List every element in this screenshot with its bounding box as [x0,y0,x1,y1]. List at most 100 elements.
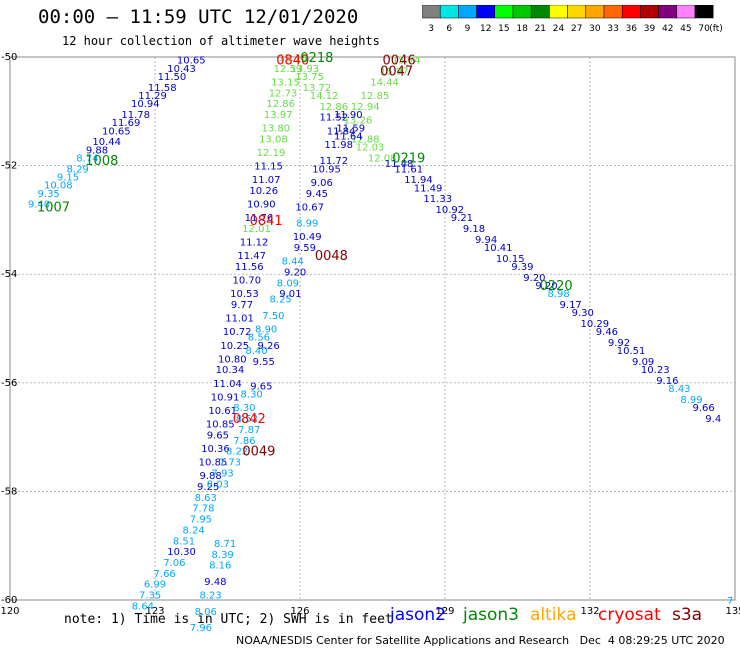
wave-height-value: 14.44 [370,77,399,88]
scale-label: 30 [589,24,601,34]
wave-height-value: 13.80 [262,124,291,135]
wave-height-value: 9.25 [197,482,219,493]
wave-height-value: 12.88 [351,134,380,145]
wave-height-value: 10.65 [102,126,131,137]
wave-height-value: 9.88 [199,471,221,482]
y-tick-label: -54 [1,269,17,280]
x-tick-label: 126 [290,606,309,617]
wave-height-value: 8.63 [195,493,217,504]
wave-height-value: 9.06 [311,178,333,189]
wave-height-value: 10.15 [496,254,525,265]
wave-height-value: 9.46 [596,327,618,338]
wave-height-value: 8.30 [233,403,255,414]
pass-time-label: 0049 [242,445,275,460]
wave-height-value: 12.59 [274,64,303,75]
wave-height-value: 12.94 [351,102,380,113]
wave-height-value: 11.69 [112,118,141,129]
wave-height-value: 9.01 [279,289,301,300]
scale-label: 12 [480,24,491,34]
wave-height-value: 11.98 [324,140,353,151]
legend-s3a: s3a [672,605,703,625]
wave-height-value: 12.73 [269,88,298,99]
pass-time-label: 0220 [540,279,573,294]
wave-height-value: 8.51 [173,536,195,547]
wave-height-value: 9.65 [250,382,272,393]
wave-height-value: 10.25 [220,341,249,352]
plot-border [9,56,736,601]
wave-height-value: 10.90 [247,200,276,211]
wave-height-value: 9.4 [705,414,721,425]
wave-height-color-scale: 3 6 9 12 15 18 21 24 27 30 33 36 39 42 45 70 (ft) [422,5,723,34]
wave-height-value: 11.78 [121,110,150,121]
wave-height-value: 12.01 [242,224,271,235]
wave-height-value: 8.56 [248,333,270,344]
wave-height-value: 9.30 [572,308,594,319]
wave-height-value: 10.36 [201,444,230,455]
footnote: note: 1) Time is in UTC; 2) SWH is in fe… [64,612,393,627]
wave-height-value: 11.59 [336,124,365,135]
wave-height-value: 9.21 [451,213,473,224]
wave-height-value: 12.85 [361,91,390,102]
wave-height-value: 11.07 [252,175,281,186]
scale-label: 6 [446,24,452,34]
wave-height-value: 9.15 [57,172,79,183]
wave-height-value: 12.86 [320,102,349,113]
y-tick-label: -50 [1,52,17,63]
wave-height-value: 10.53 [230,289,259,300]
y-tick-label: -56 [1,378,17,389]
wave-height-value: 9.20 [523,273,545,284]
wave-height-value: 9.35 [38,189,60,200]
wave-height-value: 13.75 [295,72,324,83]
wave-height-value: 7.96 [190,623,212,634]
wave-height-value: 10.85 [199,458,228,469]
wave-height-value: 11.58 [148,83,177,94]
wave-height-value: 8.16 [209,561,231,572]
wave-height-value: 12.18 [278,53,307,64]
legend-jason3: jason3 [463,605,519,625]
wave-height-value: 11.72 [320,156,349,167]
y-tick-label: -58 [1,486,17,497]
x-tick-label: 132 [580,606,599,617]
wave-height-value: 9.18 [463,224,485,235]
wave-height-value: 9.40 [28,200,50,211]
x-tick-label: 120 [0,606,19,617]
wave-height-value: 11.49 [414,183,443,194]
wave-height-value: 11.50 [158,72,187,83]
scale-label: 42 [662,24,673,34]
wave-height-value: 9.88 [86,145,108,156]
wave-height-value: 10.80 [218,354,247,365]
wave-height-value: 13.26 [344,115,373,126]
wave-height-value: 8.25 [270,295,292,306]
wave-height-value: 7 [727,596,733,607]
wave-height-value: 8.24 [183,525,205,536]
pass-time-label: 0046 [383,54,416,69]
wave-height-value: 15.74 [392,56,421,67]
wave-height-value: 9.55 [253,357,275,368]
wave-height-value: 8.40 [245,346,267,357]
wave-height-value: 11.04 [213,379,242,390]
map-subtitle: 12 hour collection of altimeter wave hei… [62,34,380,48]
wave-height-value: 6.99 [144,580,166,591]
scale-swatch [694,5,714,19]
wave-height-value: 11.64 [334,132,363,143]
wave-height-value: 11.84 [327,126,356,137]
wave-height-value: 8.22 [226,447,248,458]
pass-time-label: 0841 [250,214,283,229]
wave-height-value: 11.47 [237,251,266,262]
wave-height-value: 7.50 [262,311,284,322]
wave-height-value: 9.66 [692,403,714,414]
wave-height-value: 8.43 [668,384,690,395]
pass-time-label: 0842 [233,412,266,427]
pass-time-label: 0048 [315,249,348,264]
scale-unit: (ft) [709,24,723,34]
wave-height-value: 7.78 [192,504,214,515]
wave-height-value: 11.15 [254,162,283,173]
pass-time-label: 0047 [380,65,413,80]
y-tick-label: -60 [1,595,17,606]
pass-time-label: 0218 [300,51,333,66]
scale-label: 15 [498,24,509,34]
wave-height-value: 7.93 [212,468,234,479]
wave-height-value: 9.92 [608,338,630,349]
wave-height-value: 10.08 [44,181,73,192]
wave-height-value: 11.29 [138,91,167,102]
